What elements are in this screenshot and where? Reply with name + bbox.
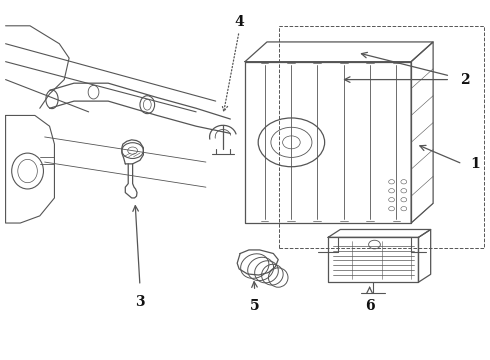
Bar: [279, 26, 485, 248]
Text: 5: 5: [250, 298, 260, 312]
Text: 4: 4: [234, 15, 244, 29]
Text: 2: 2: [460, 73, 470, 87]
Text: 1: 1: [470, 157, 480, 171]
Text: 6: 6: [365, 298, 374, 312]
Text: 3: 3: [135, 295, 145, 309]
